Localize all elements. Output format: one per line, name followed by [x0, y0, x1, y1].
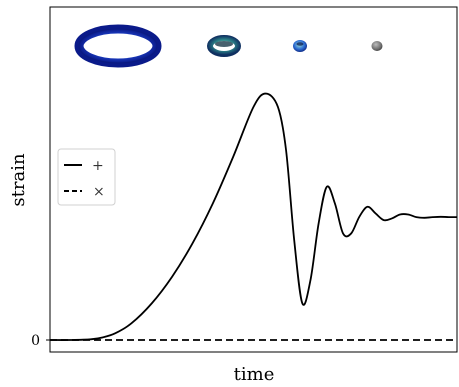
legend-label-cross: ×	[93, 184, 105, 200]
inset-small-ring	[293, 40, 307, 52]
x-axis-label: time	[234, 364, 275, 385]
series-plus-line	[49, 92, 458, 341]
y-axis-label: strain	[8, 153, 29, 207]
legend: + ×	[57, 148, 116, 206]
legend-box	[57, 148, 116, 206]
legend-label-plus: +	[92, 158, 104, 174]
inset-remnant-sphere	[371, 41, 383, 51]
inset-medium-ring	[207, 35, 241, 57]
y-tick-label-0: 0	[31, 333, 40, 349]
inset-large-ring	[74, 24, 162, 68]
plot-frame	[49, 6, 458, 353]
